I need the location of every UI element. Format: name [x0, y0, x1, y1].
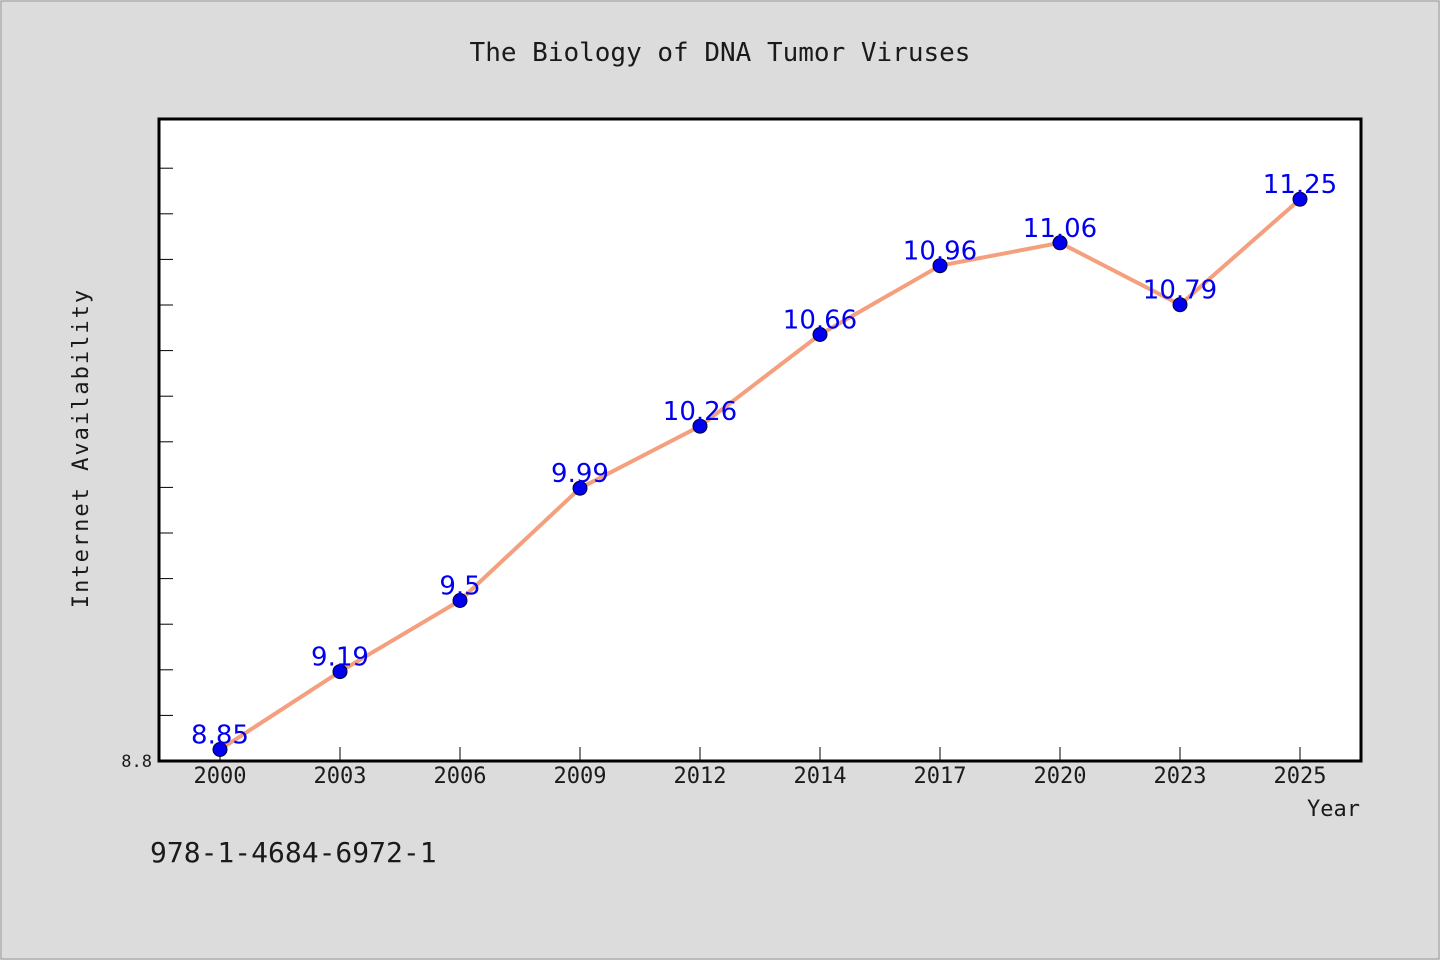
- x-axis-label: Year: [1307, 797, 1360, 822]
- x-tick-label: 2020: [1034, 764, 1087, 789]
- data-point: [332, 664, 348, 680]
- data-label: 10.96: [903, 237, 977, 267]
- data-label: 11.06: [1023, 214, 1097, 244]
- data-point: [812, 327, 828, 342]
- series-markers: [212, 191, 1308, 757]
- x-axis-tick-labels: 2000 2003 2006 2009 2012 2014 2017 2020 2023 2025: [194, 764, 1327, 789]
- x-tick-label: 2009: [554, 764, 607, 789]
- data-point: [572, 480, 588, 496]
- data-point: [932, 258, 948, 274]
- data-label: 9.99: [551, 459, 609, 489]
- annotation-isbn: 978-1-4684-6972-1: [150, 836, 437, 869]
- data-label: 11.25: [1263, 170, 1337, 200]
- data-label: 10.66: [783, 306, 857, 336]
- y-axis-label: Internet Availability: [69, 288, 94, 608]
- x-tick-label: 2006: [434, 764, 487, 789]
- data-point: [1292, 191, 1308, 207]
- x-tick-label: 2000: [194, 764, 247, 789]
- x-tick-label: 2014: [794, 764, 847, 789]
- data-point: [1052, 235, 1068, 251]
- x-tick-label: 2017: [914, 764, 967, 789]
- data-label: 10.79: [1143, 276, 1217, 306]
- y-tick-label: 8.8: [121, 752, 152, 772]
- data-label: 9.5: [439, 572, 480, 602]
- series-line: [218, 197, 1302, 752]
- data-label: 9.19: [311, 643, 369, 673]
- chart-title: The Biology of DNA Tumor Viruses: [470, 38, 971, 68]
- data-label: 10.26: [663, 397, 737, 427]
- data-labels: 8.85 9.19 9.5 9.99 10.26 10.66 10.96 11.06 10.79…: [191, 170, 1337, 750]
- data-point: [212, 742, 228, 757]
- data-point: [1172, 297, 1188, 313]
- x-tick-label: 2012: [674, 764, 727, 789]
- y-axis-minor-ticks: [159, 167, 173, 762]
- x-tick-label: 2003: [314, 764, 367, 789]
- x-tick-label: 2025: [1274, 764, 1327, 789]
- data-label: 8.85: [191, 721, 249, 751]
- plot-area: [157, 117, 1363, 763]
- x-tick-label: 2023: [1154, 764, 1207, 789]
- data-point: [452, 593, 468, 608]
- data-point: [692, 418, 708, 434]
